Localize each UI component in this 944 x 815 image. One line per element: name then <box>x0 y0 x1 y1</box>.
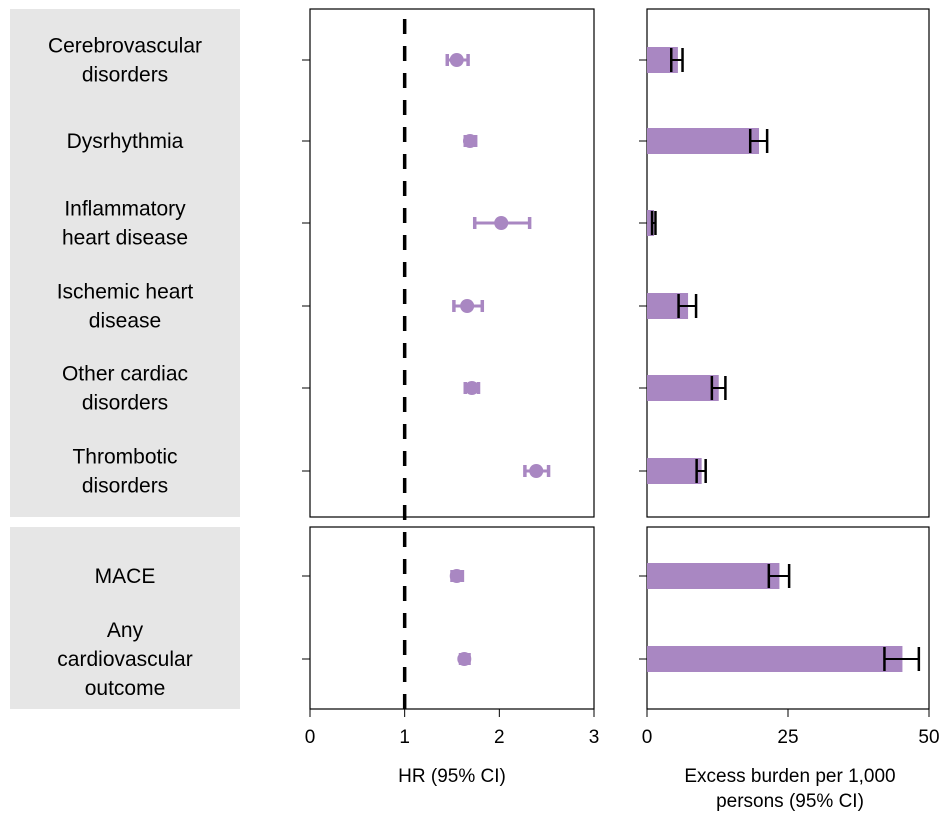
axes: 0 1 2 3 0 25 50 HR (95% CI) Excess burden per 1,… <box>305 709 940 812</box>
hr-point <box>460 299 475 313</box>
eb-bar <box>647 563 780 589</box>
x-tick-label: 3 <box>589 727 600 748</box>
excess-burden-panel <box>639 8 930 710</box>
hazard-ratio-panel <box>302 8 595 710</box>
hr-panel-frame <box>309 8 595 518</box>
x-tick-label: 0 <box>305 727 316 748</box>
hr-point <box>462 134 477 148</box>
eb-axis-title: Excess burden per 1,000 <box>684 766 895 787</box>
row-label: outcome <box>85 677 166 700</box>
row-label: Any <box>107 619 144 642</box>
x-tick-label: 25 <box>777 727 798 748</box>
row-label: cardiovascular <box>57 648 192 671</box>
hr-point <box>457 652 472 666</box>
x-tick-label: 2 <box>494 727 505 748</box>
row-label: Dysrhythmia <box>67 130 184 153</box>
row-label: Other cardiac <box>62 363 188 386</box>
eb-bar <box>647 375 719 401</box>
eb-bar <box>647 210 654 236</box>
row-label: disorders <box>82 475 168 498</box>
row-label: heart disease <box>62 227 188 250</box>
x-tick-label: 1 <box>399 727 410 748</box>
row-label: disorders <box>82 64 168 87</box>
row-label: MACE <box>95 565 156 588</box>
row-label: Thrombotic <box>72 446 177 469</box>
eb-bar <box>647 128 760 154</box>
hr-point <box>494 216 509 230</box>
eb-axis-title: persons (95% CI) <box>716 791 864 812</box>
eb-panel-frame <box>646 526 930 710</box>
label-panel-bg <box>10 9 240 517</box>
hr-point <box>529 464 544 478</box>
hr-point <box>464 381 479 395</box>
eb-bar <box>647 458 702 484</box>
hr-point <box>449 569 464 583</box>
hr-axis-title: HR (95% CI) <box>398 766 506 787</box>
hr-point <box>449 53 464 67</box>
row-label: disease <box>89 310 161 333</box>
eb-panel-frame <box>646 8 930 518</box>
eb-bar <box>647 646 903 672</box>
row-label: Cerebrovascular <box>48 35 202 58</box>
x-tick-label: 0 <box>642 727 653 748</box>
row-label-panels: Cerebrovascular disorders Dysrhythmia Infla… <box>10 9 240 709</box>
row-label: Inflammatory <box>64 198 186 221</box>
label-panel-bg <box>10 527 240 709</box>
row-label: Ischemic heart <box>57 281 194 304</box>
x-tick-label: 50 <box>918 727 939 748</box>
hr-panel-frame <box>309 526 595 710</box>
row-label: disorders <box>82 392 168 415</box>
